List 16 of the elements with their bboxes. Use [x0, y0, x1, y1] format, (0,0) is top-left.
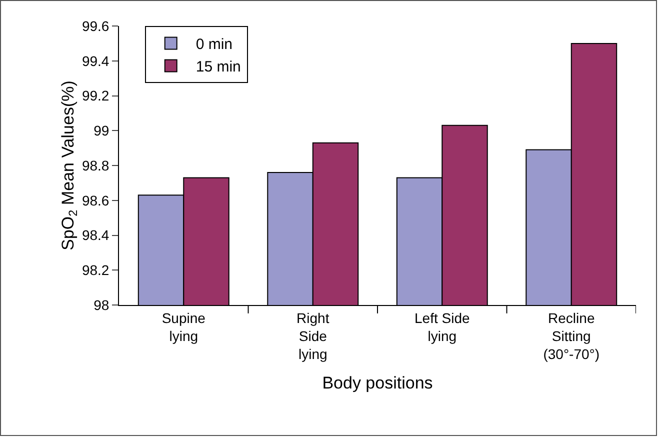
y-tick-label: 99.6 [82, 18, 110, 34]
y-tick-label: 98.4 [82, 227, 110, 244]
x-tick-label: Left Side lying [414, 310, 470, 344]
y-tick-label: 99.2 [82, 88, 110, 104]
y-tick-label: 98.8 [82, 157, 110, 174]
x-axis-title: Body positions [322, 374, 433, 393]
legend-label: 15 min [196, 58, 241, 76]
x-tick-label: Recline Sitting (30°-70°) [543, 310, 600, 362]
y-tick-label: 98 [94, 296, 110, 313]
y-tick-label: 98.2 [82, 262, 110, 278]
y-tick-label: 98.6 [82, 192, 110, 208]
x-tick-label: Right Side lying [296, 310, 330, 362]
y-tick-label: 99 [94, 122, 110, 139]
y-tick-label: 99.4 [82, 52, 110, 69]
x-tick-label: Supine lying [162, 310, 206, 344]
legend-label: 0 min [196, 36, 233, 54]
